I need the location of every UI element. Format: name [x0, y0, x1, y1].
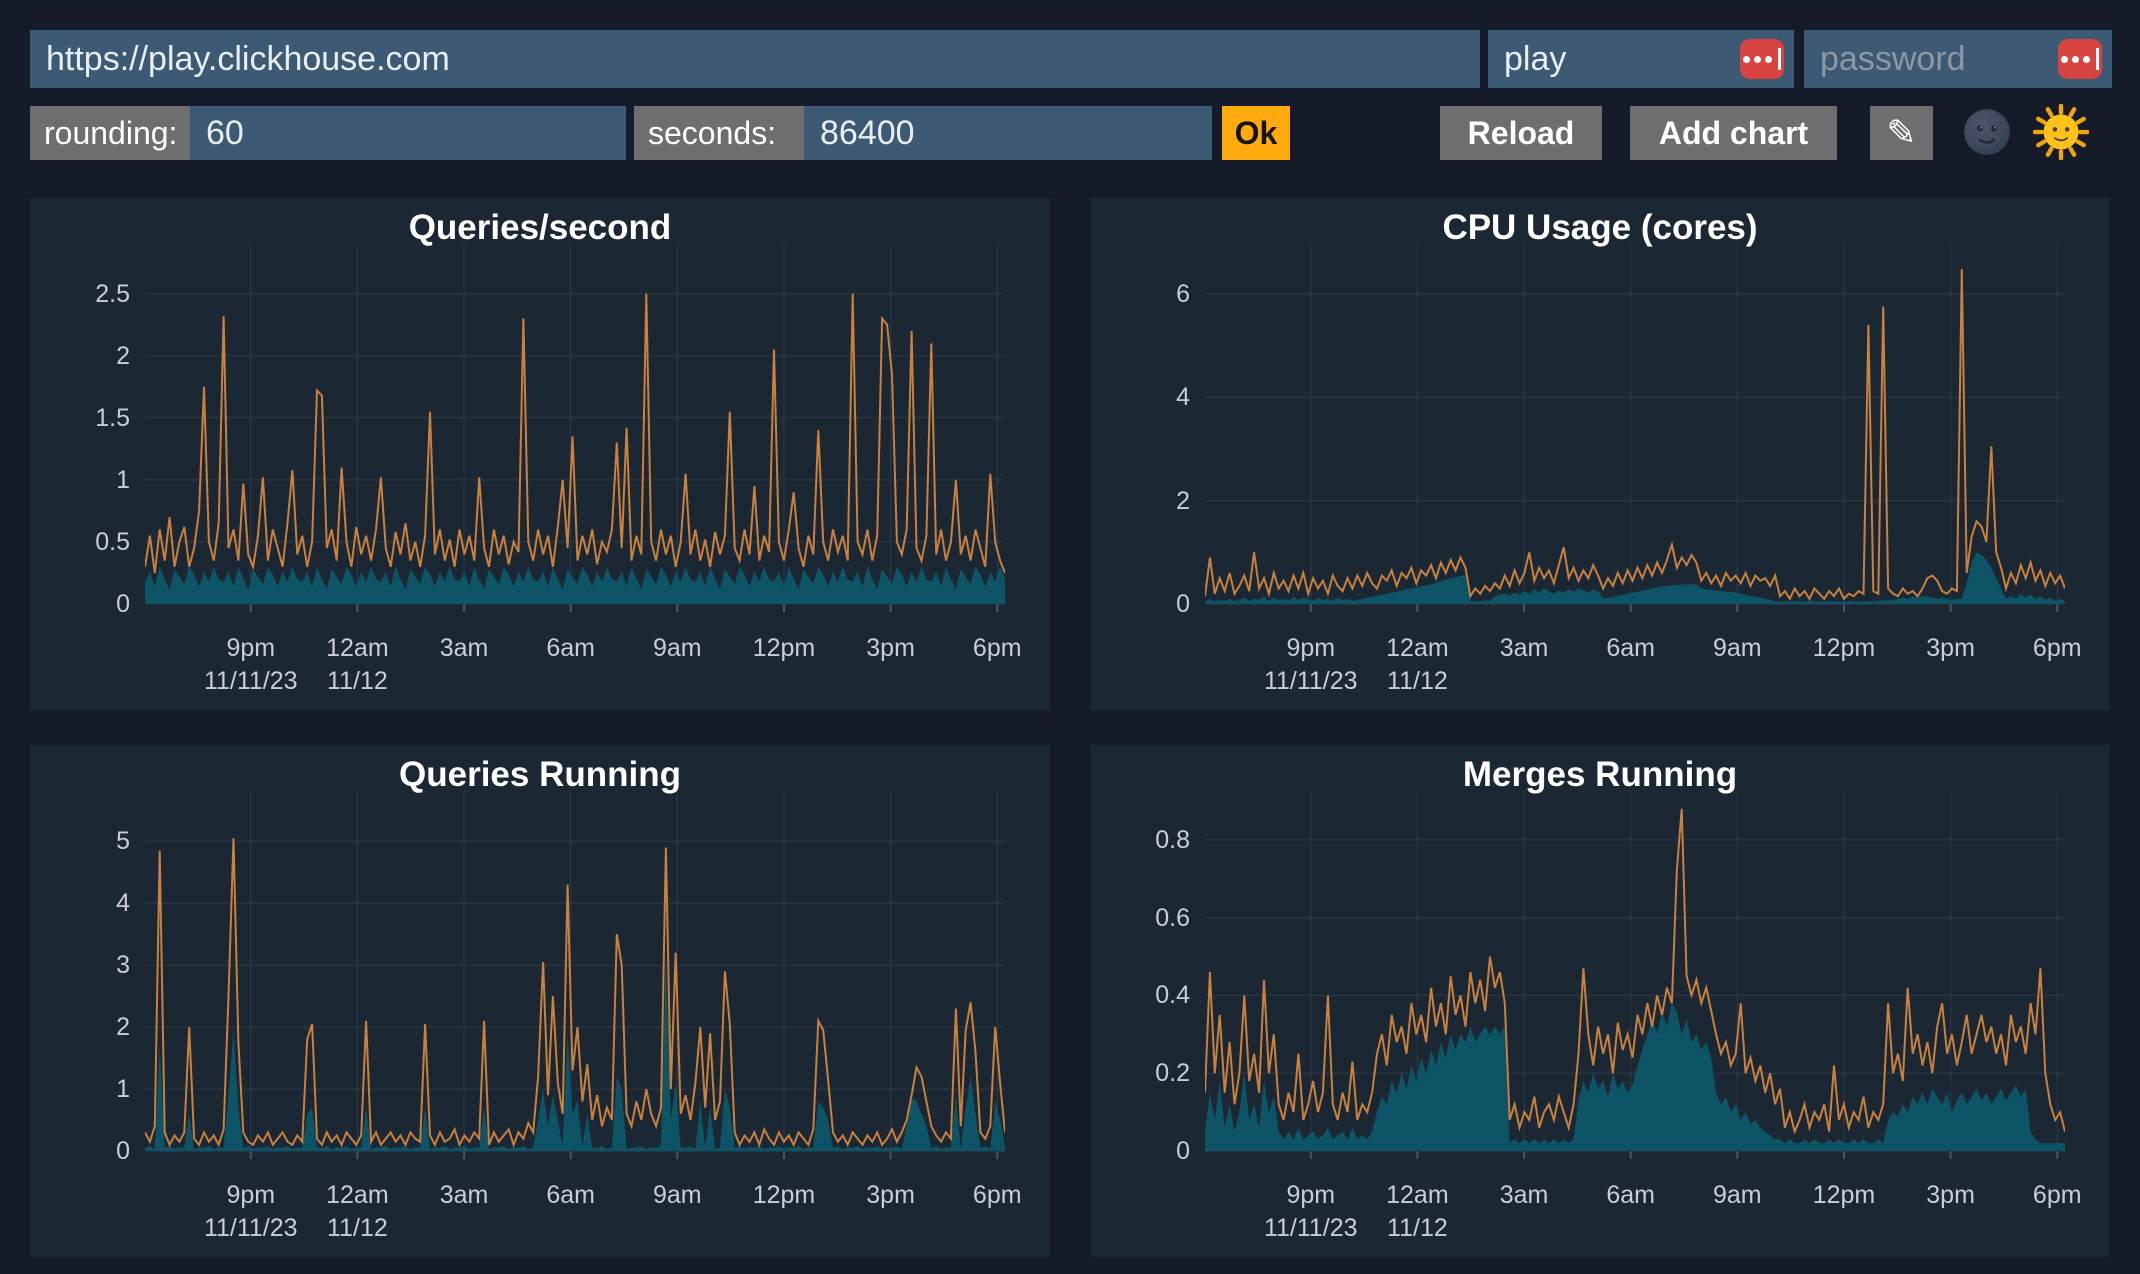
chart-panel-cpu-usage: CPU Usage (cores) 02469pm12am3am6am9am12…	[1090, 198, 2110, 710]
dot-icon	[2061, 56, 2068, 63]
rounding-field-wrap	[190, 106, 626, 160]
x-axis-date-label: 11/12	[287, 666, 427, 696]
x-axis-date-label: 11/12	[287, 1213, 427, 1243]
new-moon-face-icon	[1959, 104, 2015, 160]
password-manager-icon[interactable]	[1740, 39, 1784, 79]
rounding-label: rounding:	[30, 106, 190, 160]
chart-panel-merges-running: Merges Running 00.20.40.60.89pm12am3am6a…	[1090, 745, 2110, 1257]
chart-panel-queries-per-second: Queries/second 00.511.522.59pm12am3am6am…	[30, 198, 1050, 710]
x-axis-tick-label: 6pm	[927, 1180, 1067, 1210]
dot-icon	[2083, 56, 2090, 63]
url-input[interactable]	[30, 30, 1480, 88]
seconds-input[interactable]	[804, 106, 1212, 160]
dot-icon	[1754, 56, 1761, 63]
y-axis-tick-label: 2	[30, 1011, 130, 1043]
ok-button[interactable]: Ok	[1222, 106, 1290, 160]
plot-merges-running[interactable]	[1205, 785, 2065, 1159]
y-axis-tick-label: 4	[1090, 381, 1190, 413]
y-axis-tick-label: 0.8	[1090, 824, 1190, 856]
y-axis-tick-label: 1	[30, 1073, 130, 1105]
y-axis-tick-label: 0	[1090, 588, 1190, 620]
add-chart-button[interactable]: Add chart	[1630, 106, 1837, 160]
cursor-bar-icon	[2096, 48, 2099, 70]
seconds-field-wrap	[804, 106, 1212, 160]
y-axis-tick-label: 0.6	[1090, 902, 1190, 934]
y-axis-tick-label: 0.2	[1090, 1057, 1190, 1089]
password-field-wrap	[1804, 30, 2112, 88]
y-axis-tick-label: 0.4	[1090, 979, 1190, 1011]
y-axis-tick-label: 0.5	[30, 526, 130, 558]
reload-button[interactable]: Reload	[1440, 106, 1602, 160]
y-axis-tick-label: 5	[30, 825, 130, 857]
seconds-label: seconds:	[634, 106, 804, 160]
light-theme-button[interactable]	[2032, 104, 2090, 162]
user-field-wrap	[1488, 30, 1794, 88]
x-axis-tick-label: 6pm	[1987, 633, 2127, 663]
y-axis-tick-label: 0	[1090, 1135, 1190, 1167]
dot-icon	[1743, 56, 1750, 63]
sun-with-face-icon	[2033, 104, 2089, 160]
y-axis-tick-label: 2	[30, 340, 130, 372]
y-axis-tick-label: 4	[30, 887, 130, 919]
y-axis-tick-label: 2	[1090, 485, 1190, 517]
rounding-input[interactable]	[190, 106, 626, 160]
x-axis-date-label: 11/12	[1347, 666, 1487, 696]
url-field-wrap	[30, 30, 1480, 88]
chart-panel-queries-running: Queries Running 0123459pm12am3am6am9am12…	[30, 745, 1050, 1257]
x-axis-tick-label: 6pm	[927, 633, 1067, 663]
y-axis-tick-label: 2.5	[30, 278, 130, 310]
password-manager-icon[interactable]	[2058, 39, 2102, 79]
y-axis-tick-label: 3	[30, 949, 130, 981]
plot-cpu-usage-cores[interactable]	[1205, 238, 2065, 612]
y-axis-tick-label: 1	[30, 464, 130, 496]
x-axis-tick-label: 6pm	[1987, 1180, 2127, 1210]
dot-icon	[1765, 56, 1772, 63]
x-axis-date-label: 11/12	[1347, 1213, 1487, 1243]
y-axis-tick-label: 0	[30, 588, 130, 620]
pencil-icon: ✎	[1886, 112, 1916, 154]
y-axis-tick-label: 6	[1090, 278, 1190, 310]
y-axis-tick-label: 0	[30, 1135, 130, 1167]
cursor-bar-icon	[1778, 48, 1781, 70]
dot-icon	[2072, 56, 2079, 63]
dark-theme-button[interactable]	[1958, 104, 2016, 162]
plot-queries-running[interactable]	[145, 785, 1005, 1159]
plot-queries-per-second[interactable]	[145, 238, 1005, 612]
edit-charts-button[interactable]: ✎	[1870, 106, 1933, 160]
y-axis-tick-label: 1.5	[30, 402, 130, 434]
